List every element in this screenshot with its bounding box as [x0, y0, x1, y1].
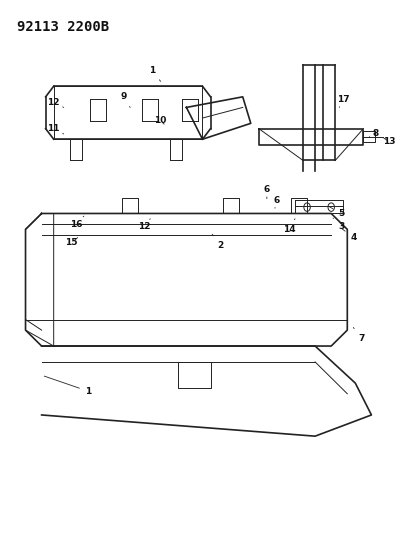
Text: 11: 11: [47, 124, 64, 134]
Text: 92113 2200B: 92113 2200B: [17, 20, 110, 34]
Text: 5: 5: [330, 207, 344, 218]
Text: 7: 7: [353, 327, 365, 343]
Text: 15: 15: [66, 238, 78, 247]
Text: 1: 1: [149, 66, 161, 82]
Text: 10: 10: [154, 116, 166, 125]
Text: 4: 4: [341, 229, 356, 242]
Text: 8: 8: [369, 130, 379, 139]
Text: 9: 9: [121, 92, 130, 108]
Text: 14: 14: [283, 219, 295, 234]
Text: 12: 12: [138, 219, 150, 231]
Text: 16: 16: [70, 216, 84, 229]
Text: 2: 2: [212, 234, 224, 250]
Text: 6: 6: [274, 196, 280, 208]
Text: 1: 1: [44, 376, 91, 395]
Text: 3: 3: [333, 218, 344, 231]
Text: 13: 13: [383, 138, 396, 147]
Text: 17: 17: [337, 95, 350, 108]
Text: 12: 12: [47, 98, 64, 108]
Text: 6: 6: [264, 185, 270, 199]
